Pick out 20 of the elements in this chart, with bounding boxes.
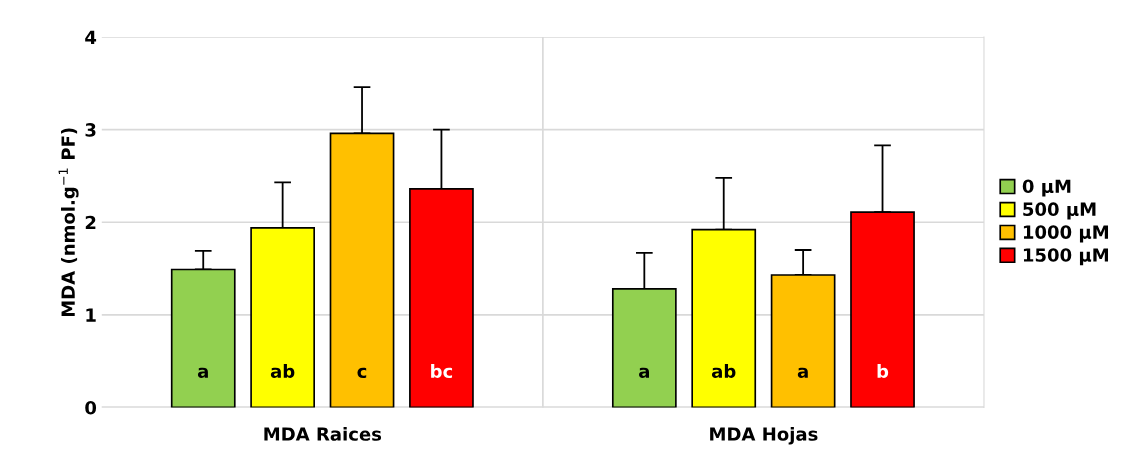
legend-label: 1500 µM xyxy=(1023,248,1109,266)
data-label: bc xyxy=(431,364,453,379)
x-tick-label: MDA Raices xyxy=(264,426,382,441)
data-label: a xyxy=(639,367,649,379)
data-label: c xyxy=(357,367,367,379)
y-tick-label: 1 xyxy=(86,308,96,322)
y-axis-title: MDA (nmol.g$^{−1}$ PF) xyxy=(58,128,79,317)
data-label: b xyxy=(877,364,889,379)
data-label: ab xyxy=(711,364,736,379)
y-tick-label: 2 xyxy=(85,215,96,230)
data-label: a xyxy=(797,367,808,379)
legend-label: 500 µM xyxy=(1023,202,1096,220)
legend-label: 1000 µM xyxy=(1023,225,1109,243)
data-label: a xyxy=(197,367,208,379)
y-tick-label: 0 xyxy=(85,400,97,415)
y-tick-label: 4 xyxy=(85,30,97,44)
legend-label: 0 µM xyxy=(1022,179,1071,197)
y-tick-label: 3 xyxy=(85,123,96,137)
data-label: ab xyxy=(270,364,295,379)
x-tick-label: MDA Hojas xyxy=(710,426,818,445)
